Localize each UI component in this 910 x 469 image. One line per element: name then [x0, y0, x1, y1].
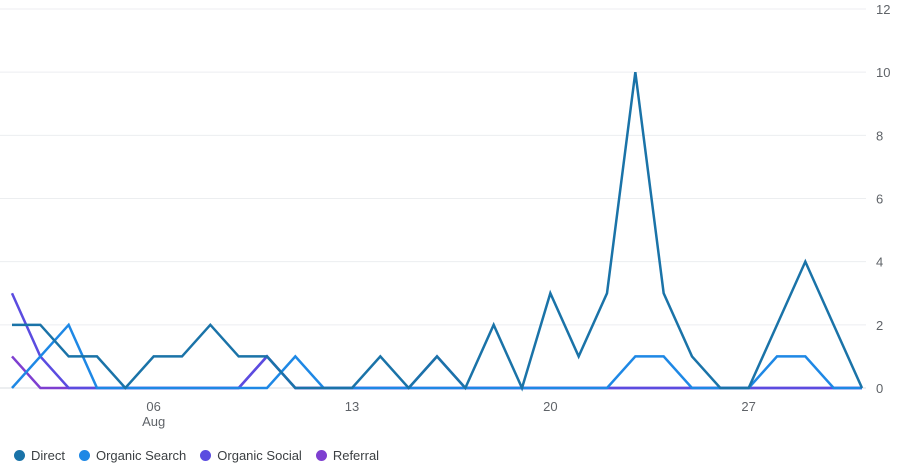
- legend-label: Direct: [31, 448, 65, 463]
- y-tick-label: 10: [876, 65, 890, 80]
- legend-item-organic-search[interactable]: Organic Search: [78, 448, 187, 463]
- x-tick-sublabel: Aug: [142, 414, 165, 429]
- legend: Direct Organic Search Organic Social Referr…: [14, 448, 379, 463]
- x-tick-label: 06: [146, 399, 160, 414]
- y-axis: 0 2 4 6 8 10 12: [876, 2, 890, 396]
- legend-item-direct[interactable]: Direct: [14, 448, 65, 463]
- x-tick-label: 20: [543, 399, 557, 414]
- x-tick-label: 13: [345, 399, 359, 414]
- legend-label: Organic Social: [217, 448, 302, 463]
- series-line-direct: [12, 72, 864, 392]
- legend-label: Organic Search: [95, 448, 187, 463]
- y-tick-label: 8: [876, 128, 883, 143]
- legend-dot-icon: [78, 450, 90, 461]
- legend-dot-icon: [14, 450, 25, 461]
- legend-item-organic-social[interactable]: Organic Social: [200, 448, 302, 463]
- grid-lines: [0, 8, 866, 389]
- y-tick-label: 4: [876, 255, 883, 270]
- y-tick-label: 2: [876, 318, 883, 333]
- legend-dot-icon: [200, 450, 212, 461]
- legend-label: Referral: [332, 448, 380, 463]
- series-lines: [10, 72, 864, 392]
- legend-item-referral[interactable]: Referral: [315, 448, 380, 463]
- y-tick-label: 12: [876, 2, 890, 17]
- y-tick-label: 6: [876, 192, 883, 207]
- x-tick-label: 27: [741, 399, 755, 414]
- legend-dot-icon: [315, 450, 327, 461]
- y-tick-label: 0: [876, 381, 883, 396]
